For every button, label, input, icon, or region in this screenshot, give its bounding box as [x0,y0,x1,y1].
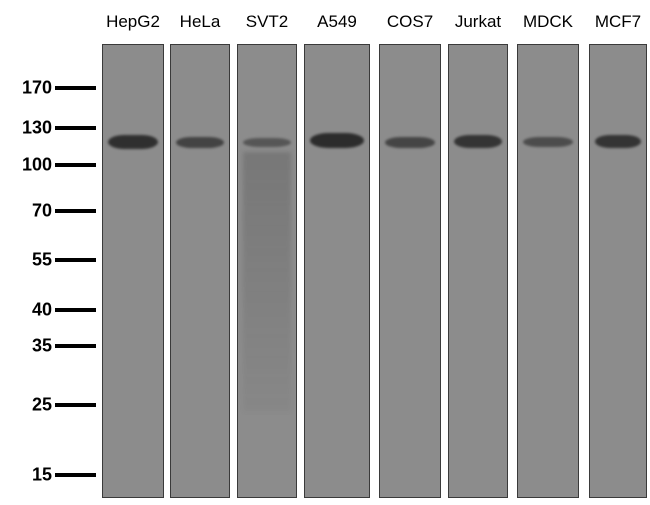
mw-tick [55,258,96,262]
mw-tick [55,163,96,167]
mw-label: 25 [12,395,52,416]
band [176,137,224,148]
mw-label: 55 [12,250,52,271]
mw-label: 40 [12,300,52,321]
mw-label: 170 [12,78,52,99]
mw-label: 35 [12,336,52,357]
lane-label: COS7 [387,12,433,32]
lane-jurkat [448,44,508,498]
lane-label: HeLa [180,12,221,32]
lane-label: SVT2 [246,12,289,32]
band [385,137,435,148]
lane-label: MDCK [523,12,573,32]
band [454,135,502,148]
mw-tick [55,86,96,90]
lane-label: Jurkat [455,12,501,32]
blot-figure: HepG2 HeLa SVT2 A549 COS7 Jurkat MDCK MCF7 170 1… [0,0,650,505]
mw-tick [55,308,96,312]
mw-tick [55,403,96,407]
lane-label: MCF7 [595,12,641,32]
band [310,133,364,148]
lane-smear [243,152,291,412]
lane-label: A549 [317,12,357,32]
lane-a549 [304,44,370,498]
mw-label: 15 [12,465,52,486]
lane-hela [170,44,230,498]
lane-mdck [517,44,579,498]
lane-label: HepG2 [106,12,160,32]
mw-tick [55,344,96,348]
mw-label: 70 [12,201,52,222]
mw-tick [55,209,96,213]
lane-mcf7 [589,44,647,498]
mw-label: 100 [12,155,52,176]
mw-tick [55,126,96,130]
mw-label: 130 [12,118,52,139]
lane-cos7 [379,44,441,498]
lane-hepg2 [102,44,164,498]
band [523,137,573,147]
mw-tick [55,473,96,477]
band [243,138,291,147]
band [108,135,158,149]
band [595,135,641,148]
